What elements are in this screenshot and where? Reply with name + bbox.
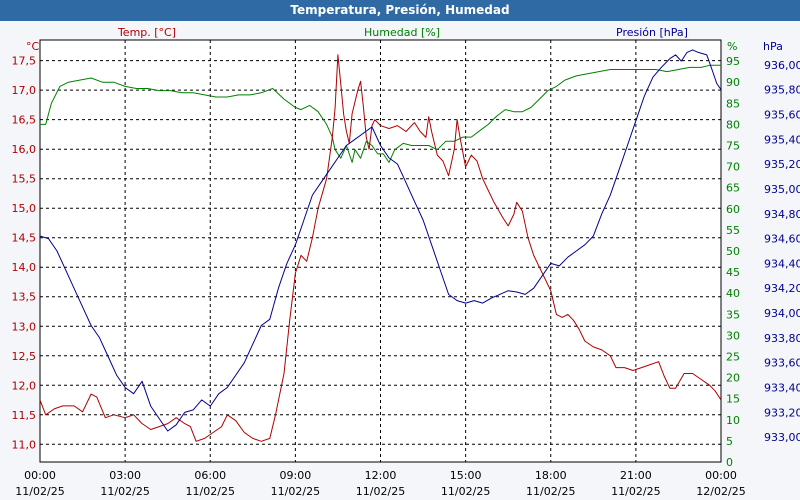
- temp-tick-label: 11,0: [12, 438, 37, 451]
- humidity-tick-label: 65: [726, 182, 740, 195]
- humidity-tick-label: 80: [726, 118, 740, 131]
- temp-tick-label: 13,0: [12, 320, 37, 333]
- grid: [40, 40, 721, 462]
- x-tick-time: 15:00: [450, 469, 482, 482]
- humidity-tick-label: 45: [726, 266, 740, 279]
- x-tick-time: 03:00: [109, 469, 141, 482]
- pressure-unit-label: hPa: [763, 40, 783, 53]
- legend-temp: Temp. [°C]: [117, 26, 176, 39]
- pressure-tick-label: 933,80: [764, 332, 800, 345]
- pressure-tick-label: 935,80: [764, 84, 800, 97]
- humidity-line: [40, 64, 721, 163]
- legend-humidity: Humedad [%]: [364, 26, 440, 39]
- pressure-tick-label: 934,40: [764, 257, 800, 270]
- humidity-tick-label: 5: [726, 435, 733, 448]
- temp-tick-label: 15,5: [12, 173, 37, 186]
- temp-tick-label: 17,5: [12, 55, 37, 68]
- chart-title: Temperatura, Presión, Humedad: [0, 0, 800, 21]
- humidity-tick-label: 75: [726, 140, 740, 153]
- axes-layer: 00:00 11/02/25 03:00 11/02/25 06:00 11/02/25 0…: [12, 55, 800, 498]
- pressure-tick-label: 933,60: [764, 357, 800, 370]
- x-tick-time: 12:00: [365, 469, 397, 482]
- temperature-line: [39, 54, 722, 442]
- humidity-tick-label: 25: [726, 351, 740, 364]
- temp-tick-label: 12,5: [12, 350, 37, 363]
- temp-tick-label: 13,5: [12, 291, 37, 304]
- temp-tick-label: 16,5: [12, 114, 37, 127]
- humidity-tick-label: 55: [726, 224, 740, 237]
- x-tick-date: 12/02/25: [696, 485, 745, 498]
- humidity-tick-label: 60: [726, 203, 740, 216]
- pressure-tick-label: 934,00: [764, 307, 800, 320]
- x-tick-date: 11/02/25: [611, 485, 660, 498]
- x-tick-time: 00:00: [24, 469, 56, 482]
- temp-tick-label: 11,5: [12, 409, 37, 422]
- x-tick-date: 11/02/25: [526, 485, 575, 498]
- x-tick-time: 21:00: [620, 469, 652, 482]
- humidity-tick-label: 90: [726, 76, 740, 89]
- humidity-tick-label: 85: [726, 97, 740, 110]
- temp-tick-label: 15,0: [12, 202, 37, 215]
- pressure-line: [39, 49, 722, 432]
- pressure-tick-label: 934,20: [764, 282, 800, 295]
- x-tick-date: 11/02/25: [441, 485, 490, 498]
- x-tick-time: 09:00: [280, 469, 312, 482]
- pressure-tick-label: 935,60: [764, 108, 800, 121]
- x-tick-time: 06:00: [194, 469, 226, 482]
- humidity-tick-label: 50: [726, 245, 740, 258]
- temp-tick-label: 17,0: [12, 84, 37, 97]
- x-tick-date: 11/02/25: [100, 485, 149, 498]
- x-tick-date: 11/02/25: [15, 485, 64, 498]
- humidity-unit-label: %: [727, 40, 737, 53]
- temp-unit-label: °C: [26, 40, 40, 53]
- x-tick-time: 18:00: [535, 469, 567, 482]
- pressure-tick-label: 935,40: [764, 133, 800, 146]
- x-tick-time: 00:00: [705, 469, 737, 482]
- pressure-tick-label: 935,00: [764, 183, 800, 196]
- pressure-tick-label: 933,40: [764, 382, 800, 395]
- humidity-tick-label: 15: [726, 393, 740, 406]
- x-tick-date: 11/02/25: [186, 485, 235, 498]
- temp-tick-label: 12,0: [12, 379, 37, 392]
- humidity-tick-label: 10: [726, 414, 740, 427]
- series-layer: [39, 49, 722, 442]
- humidity-tick-label: 35: [726, 308, 740, 321]
- temp-tick-label: 16,0: [12, 143, 37, 156]
- humidity-tick-label: 70: [726, 161, 740, 174]
- humidity-tick-label: 95: [726, 55, 740, 68]
- pressure-tick-label: 936,00: [764, 59, 800, 72]
- pressure-tick-label: 935,20: [764, 158, 800, 171]
- humidity-tick-label: 40: [726, 287, 740, 300]
- temp-tick-label: 14,5: [12, 232, 37, 245]
- humidity-tick-label: 0: [726, 456, 733, 469]
- humidity-tick-label: 20: [726, 372, 740, 385]
- x-tick-date: 11/02/25: [271, 485, 320, 498]
- legend-pressure: Presión [hPa]: [616, 26, 688, 39]
- pressure-tick-label: 934,60: [764, 233, 800, 246]
- temp-tick-label: 14,0: [12, 261, 37, 274]
- x-tick-date: 11/02/25: [356, 485, 405, 498]
- pressure-tick-label: 933,00: [764, 431, 800, 444]
- pressure-tick-label: 933,20: [764, 406, 800, 419]
- pressure-tick-label: 934,80: [764, 208, 800, 221]
- humidity-tick-label: 30: [726, 329, 740, 342]
